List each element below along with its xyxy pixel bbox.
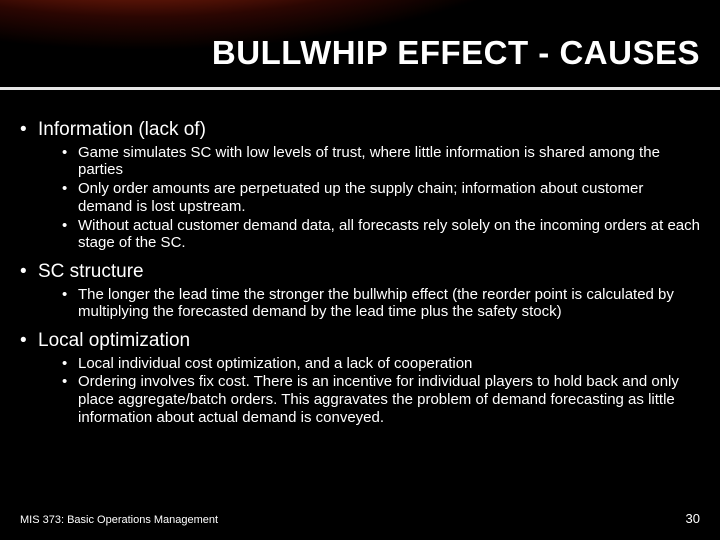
slide-number: 30 (686, 511, 700, 526)
list-item: Information (lack of) Game simulates SC … (20, 118, 700, 252)
slide-content: Information (lack of) Game simulates SC … (20, 118, 700, 435)
sub-list-item: Without actual customer demand data, all… (62, 217, 700, 252)
slide-title: BULLWHIP EFFECT - CAUSES (212, 34, 700, 72)
footer: MIS 373: Basic Operations Management 30 (20, 511, 700, 526)
sub-list-item: Ordering involves fix cost. There is an … (62, 373, 700, 426)
section-heading: SC structure (20, 260, 700, 284)
sub-list: The longer the lead time the stronger th… (20, 286, 700, 321)
section-heading: Information (lack of) (20, 118, 700, 142)
list-item: Local optimization Local individual cost… (20, 329, 700, 427)
sub-list: Game simulates SC with low levels of tru… (20, 144, 700, 252)
list-item: SC structure The longer the lead time th… (20, 260, 700, 321)
sub-list-item: The longer the lead time the stronger th… (62, 286, 700, 321)
footer-course: MIS 373: Basic Operations Management (20, 514, 218, 526)
sub-list: Local individual cost optimization, and … (20, 355, 700, 427)
sub-list-item: Only order amounts are perpetuated up th… (62, 180, 700, 215)
sub-list-item: Local individual cost optimization, and … (62, 355, 700, 373)
section-heading: Local optimization (20, 329, 700, 353)
sub-list-item: Game simulates SC with low levels of tru… (62, 144, 700, 179)
bullet-list: Information (lack of) Game simulates SC … (20, 118, 700, 427)
